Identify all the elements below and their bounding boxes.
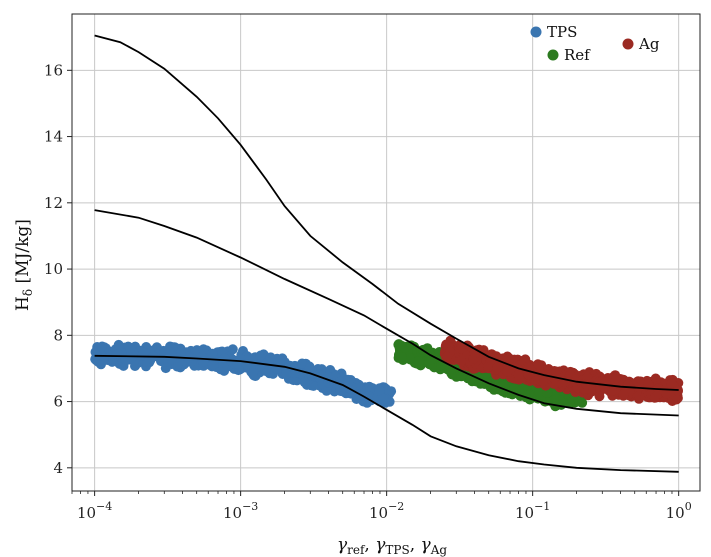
data-point (241, 359, 252, 369)
data-point (532, 359, 543, 370)
model-curves (94, 34, 679, 473)
data-point (198, 344, 209, 355)
grid (72, 14, 700, 491)
data-point (304, 363, 315, 374)
data-point (456, 371, 467, 382)
data-point (534, 387, 545, 398)
x-tick-label-base: 10 (369, 504, 388, 522)
y-tick-label: 8 (53, 326, 63, 344)
y-tick-label: 4 (53, 459, 63, 477)
data-point (581, 379, 592, 390)
data-point (618, 389, 629, 400)
legend-marker-ref (547, 49, 559, 61)
data-point (396, 352, 407, 362)
data-point (343, 377, 354, 388)
x-tick-label-exponent: −1 (534, 500, 550, 513)
y-axis-label-sub: δ (21, 289, 35, 296)
y-tick-label: 10 (44, 260, 63, 278)
data-point (442, 351, 453, 362)
data-point (125, 343, 136, 354)
x-tick-label-exponent: −3 (242, 500, 258, 513)
data-point (456, 356, 467, 367)
x-tick-label: 10−4 (77, 500, 112, 522)
y-tick-label: 6 (53, 393, 63, 411)
x-axis-label: γref, γTPS, γAg (337, 535, 447, 557)
data-point (413, 356, 424, 367)
data-point (275, 355, 286, 366)
data-point (255, 350, 266, 361)
x-tick-label: 10−2 (369, 500, 404, 522)
legend-marker-ag (622, 38, 634, 50)
data-point (374, 386, 385, 396)
data-point (666, 378, 677, 389)
data-point (299, 377, 310, 388)
data-point (611, 372, 622, 383)
data-point (456, 343, 467, 354)
x-tick-label: 10−3 (223, 500, 258, 522)
data-point (176, 347, 186, 358)
x-tick-label-exponent: −2 (388, 500, 404, 513)
legend: TPS Ref Ag (530, 23, 660, 64)
data-point (594, 391, 605, 402)
y-tick-label: 12 (44, 194, 63, 212)
data-point (492, 362, 503, 373)
data-point (113, 349, 124, 359)
legend-label-ref: Ref (564, 46, 591, 64)
data-point (551, 394, 562, 405)
legend-label-tps: TPS (547, 23, 577, 41)
data-point (281, 368, 292, 379)
curve-line (94, 34, 679, 391)
plot-frame (71, 13, 701, 492)
data-point (97, 341, 108, 352)
x-tick-label-base: 10 (223, 504, 242, 522)
data-point (138, 347, 149, 358)
curve-line (94, 354, 679, 473)
legend-label-ag: Ag (638, 35, 660, 53)
data-point (504, 353, 515, 364)
data-point (551, 366, 562, 377)
data-point (400, 343, 411, 353)
series-tps (90, 339, 397, 408)
data-point (513, 369, 524, 380)
legend-marker-tps (530, 26, 542, 38)
data-point (165, 347, 176, 358)
x-tick-label-base: 10 (666, 504, 685, 522)
x-tick-label-exponent: −4 (96, 500, 112, 513)
data-point (661, 388, 672, 399)
data-point (404, 353, 415, 364)
data-point (219, 353, 230, 364)
data-point (538, 376, 548, 387)
y-axis-label: Hδ [MJ/kg] (13, 219, 35, 311)
y-axis-label-unit: [MJ/kg] (13, 219, 33, 289)
x-tick-label-base: 10 (515, 504, 534, 522)
data-point (473, 376, 484, 387)
data-point (643, 379, 654, 390)
data-point (227, 344, 238, 355)
data-point (113, 339, 124, 350)
x-tick-label: 100 (666, 500, 692, 522)
data-point (297, 358, 308, 369)
data-point (441, 339, 452, 350)
x-tick-label-exponent: 0 (685, 500, 692, 513)
y-tick-label: 14 (44, 128, 63, 146)
data-point (378, 393, 389, 404)
curve-line (94, 209, 679, 417)
x-tick-label-base: 10 (77, 504, 96, 522)
x-tick-label: 10−1 (515, 500, 550, 522)
data-point (502, 366, 513, 377)
y-tick-label: 16 (44, 61, 63, 79)
